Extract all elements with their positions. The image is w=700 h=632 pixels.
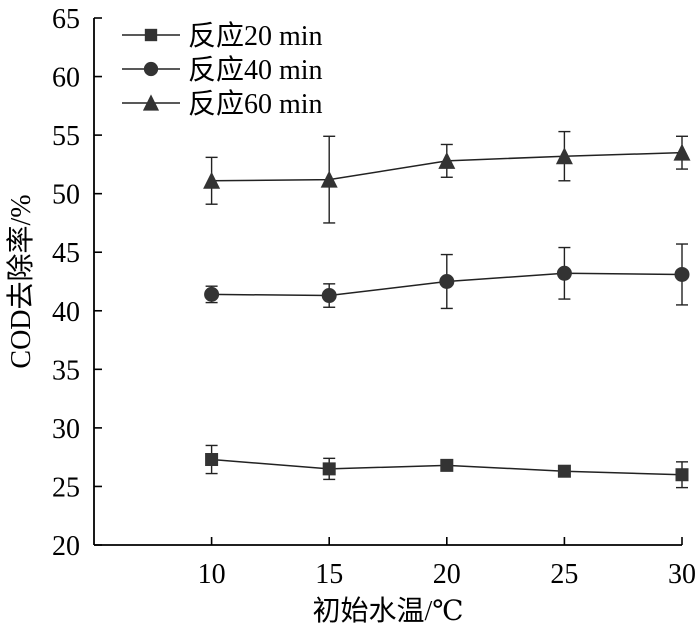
y-tick-label: 40 — [52, 297, 80, 328]
data-point-triangle — [555, 147, 573, 165]
data-point-triangle — [320, 170, 338, 188]
legend-label: 反应40 min — [188, 54, 323, 86]
data-point-circle — [556, 265, 572, 281]
y-tick-label: 20 — [52, 531, 80, 562]
legend-marker-circle — [143, 61, 159, 77]
y-tick-label: 30 — [52, 414, 80, 445]
data-point-square — [440, 458, 454, 472]
axes: 20 25 30 35 40 45 50 55 60 65 10 15 20 25 30 — [52, 4, 696, 590]
y-tick-label: 25 — [52, 472, 80, 503]
x-axis-label: 初始水温/℃ — [312, 595, 463, 627]
y-tick-label: 35 — [52, 355, 80, 386]
data-point-circle — [321, 288, 337, 304]
data-point-triangle — [673, 143, 691, 161]
y-tick-label: 50 — [52, 180, 80, 211]
legend-label: 反应60 min — [188, 88, 323, 120]
y-tick-label: 60 — [52, 63, 80, 94]
data-point-triangle — [438, 151, 456, 169]
x-tick-label: 10 — [198, 559, 226, 590]
legend-marker-square — [144, 28, 158, 42]
data-point-square — [557, 464, 571, 478]
x-tick-label: 20 — [433, 559, 461, 590]
y-tick-label: 45 — [52, 238, 80, 269]
x-tick-label: 30 — [668, 559, 696, 590]
data-point-square — [205, 453, 219, 467]
y-tick-label: 55 — [52, 121, 80, 152]
data-point-square — [322, 462, 336, 476]
x-tick-label: 25 — [550, 559, 578, 590]
data-point-square — [675, 468, 689, 482]
x-tick-label: 15 — [315, 559, 343, 590]
data-point-circle — [674, 266, 690, 282]
data-point-triangle — [203, 171, 221, 189]
legend-marker-triangle — [142, 94, 160, 111]
legend-label: 反应20 min — [188, 20, 323, 52]
y-axis-label: COD去除率/% — [5, 194, 37, 368]
plot-area — [203, 130, 691, 489]
y-tick-label: 65 — [52, 4, 80, 35]
data-point-circle — [439, 274, 455, 289]
data-point-circle — [204, 286, 220, 302]
